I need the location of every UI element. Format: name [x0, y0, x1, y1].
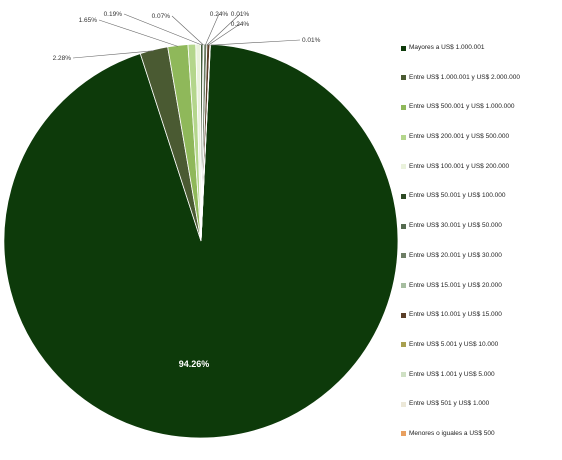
legend-swatch: [401, 401, 406, 407]
legend-swatch: [401, 45, 406, 51]
data-label: 0.24%: [210, 11, 229, 18]
legend-swatch: [401, 253, 406, 259]
legend-item: Entre US$ 20.001 y US$ 30.000: [401, 252, 561, 282]
legend-item: Entre US$ 501 y US$ 1.000: [401, 400, 561, 430]
leader-line: [171, 15, 204, 46]
legend-swatch: [401, 342, 406, 348]
legend-item: Entre US$ 10.001 y US$ 15.000: [401, 311, 561, 341]
legend-item: Entre US$ 50.001 y US$ 100.000: [401, 192, 561, 222]
pie-slice: [200, 43, 211, 242]
leader-lines: [72, 13, 301, 59]
legend-item: Entre US$ 1.001 y US$ 5.000: [401, 371, 561, 401]
data-label: 2.28%: [53, 55, 72, 62]
legend-swatch: [401, 193, 406, 199]
leader-line: [206, 13, 241, 46]
legend-swatch: [401, 104, 406, 110]
data-label: 0.01%: [231, 11, 250, 18]
leader-line: [208, 23, 241, 46]
pie-slices: [3, 43, 399, 439]
legend-swatch: [401, 312, 406, 318]
legend-label: Entre US$ 15.001 y US$ 20.000: [409, 281, 502, 289]
data-label: 0.01%: [302, 37, 321, 44]
legend-swatch: [401, 431, 406, 437]
leader-line: [123, 13, 202, 46]
leader-line: [72, 50, 155, 59]
data-label: 0.07%: [152, 13, 171, 20]
pie-slice: [3, 43, 399, 439]
legend-label: Entre US$ 200.001 y US$ 500.000: [409, 133, 510, 141]
legend-item: Mayores a US$ 1.000.001: [401, 44, 561, 74]
legend-swatch: [401, 134, 406, 140]
legend-swatch: [401, 164, 406, 170]
legend-item: Entre US$ 100.001 y US$ 200.000: [401, 163, 561, 193]
leader-line: [210, 39, 301, 46]
legend-label: Menores o iguales a US$ 500: [409, 429, 495, 437]
legend-label: Entre US$ 501 y US$ 1.000: [409, 400, 490, 408]
data-label: 1.65%: [79, 17, 98, 24]
legend-label: Entre US$ 100.001 y US$ 200.000: [409, 162, 510, 170]
data-label: 0.24%: [231, 21, 250, 28]
legend-swatch: [401, 75, 406, 81]
legend-swatch: [401, 223, 406, 229]
leader-line: [205, 13, 220, 46]
legend-label: Entre US$ 50.001 y US$ 100.000: [409, 192, 506, 200]
legend-label: Entre US$ 5.001 y US$ 10.000: [409, 340, 499, 348]
legend-label: Entre US$ 30.001 y US$ 50.000: [409, 222, 502, 230]
legend-swatch: [401, 372, 406, 378]
data-labels: 94.26%2.28%1.65%0.19% 0.07% 0.24% 0.01%0.24…: [53, 11, 321, 369]
legend-swatch: [401, 283, 406, 288]
legend-item: Entre US$ 30.001 y US$ 50.000: [401, 222, 561, 252]
legend-item: Entre US$ 15.001 y US$ 20.000: [401, 282, 561, 312]
data-label: 0.19%: [104, 11, 123, 18]
legend-item: Entre US$ 200.001 y US$ 500.000: [401, 133, 561, 163]
leader-line: [98, 19, 178, 47]
legend-item: Entre US$ 1.000.001 y US$ 2.000.000: [401, 74, 561, 104]
legend-label: Entre US$ 500.001 y US$ 1.000.000: [409, 103, 515, 111]
data-label: 94.26%: [179, 359, 210, 369]
legend-label: Mayores a US$ 1.000.001: [409, 44, 485, 51]
legend-label: Entre US$ 1.001 y US$ 5.000: [409, 370, 495, 378]
legend-item: Entre US$ 5.001 y US$ 10.000: [401, 341, 561, 371]
legend-label: Entre US$ 20.001 y US$ 30.000: [409, 251, 502, 259]
legend-label: Entre US$ 1.000.001 y US$ 2.000.000: [409, 73, 520, 81]
legend-item: Menores o iguales a US$ 500: [401, 430, 561, 460]
chart-legend: Mayores a US$ 1.000.001 Entre US$ 1.000.0…: [401, 44, 561, 460]
legend-item: Entre US$ 500.001 y US$ 1.000.000: [401, 103, 561, 133]
legend-label: Entre US$ 10.001 y US$ 15.000: [409, 311, 502, 319]
